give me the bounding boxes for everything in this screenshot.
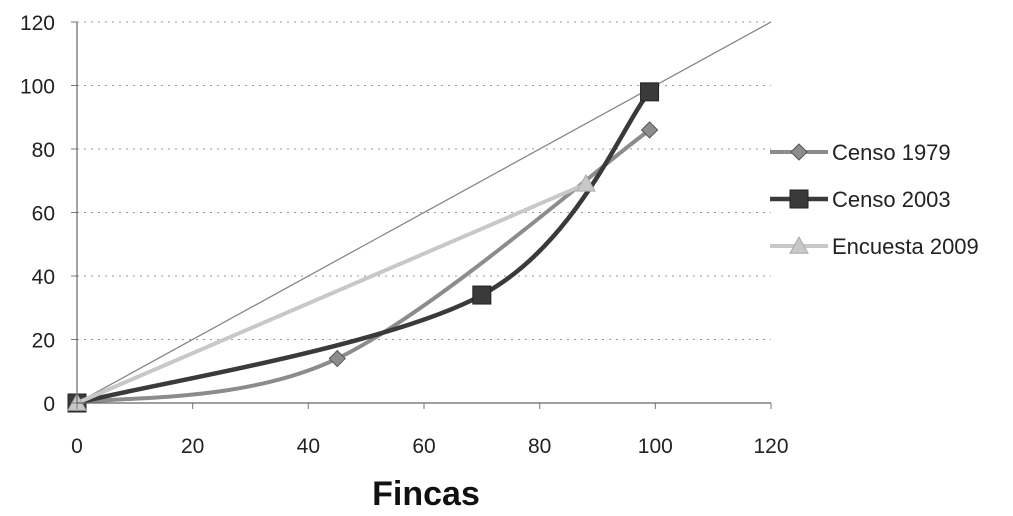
legend: Censo 1979 Censo 2003 Encuesta 2009: [770, 140, 979, 259]
legend-marker-encuesta-2009: [789, 235, 809, 254]
axis-layer: 0 20 40 60 80 100 120 0 20 40 60 80 100 120: [20, 12, 789, 458]
x-tick-label-80: 80: [528, 435, 551, 458]
y-tick-label-80: 80: [32, 139, 55, 162]
y-tick-label-120: 120: [20, 12, 55, 35]
legend-label-censo-2003: Censo 2003: [832, 187, 951, 212]
y-tick-label-60: 60: [32, 203, 55, 226]
y-tick-label-40: 40: [32, 266, 55, 289]
x-tick-label-0: 0: [71, 435, 83, 458]
x-tick-label-100: 100: [638, 435, 673, 458]
y-tick-label-0: 0: [43, 393, 55, 416]
x-tick-label-120: 120: [753, 435, 788, 458]
legend-marker-censo-2003: [789, 189, 809, 209]
x-tick-label-20: 20: [181, 435, 204, 458]
point-censo-1979-2: [640, 121, 659, 139]
series-encuesta-2009: [67, 173, 596, 411]
legend-marker-censo-1979: [790, 143, 808, 161]
grid-layer: [77, 21, 771, 340]
point-censo-1979-1: [328, 349, 346, 368]
legend-label-censo-1979: Censo 1979: [832, 140, 951, 165]
point-censo-2003-2: [640, 82, 660, 102]
point-censo-2003-1: [472, 285, 492, 305]
series-line-censo-2003: [74, 89, 652, 406]
x-axis-title: Fincas: [372, 475, 480, 513]
point-encuesta-2009-1: [576, 173, 596, 192]
series-line-censo-1979: [75, 127, 652, 405]
series-line-encuesta-2009: [75, 181, 588, 405]
legend-label-encuesta-2009: Encuesta 2009: [832, 234, 979, 259]
x-tick-label-40: 40: [297, 435, 320, 458]
y-tick-label-100: 100: [20, 76, 55, 99]
x-tick-label-60: 60: [412, 435, 435, 458]
y-tick-label-20: 20: [32, 330, 55, 353]
